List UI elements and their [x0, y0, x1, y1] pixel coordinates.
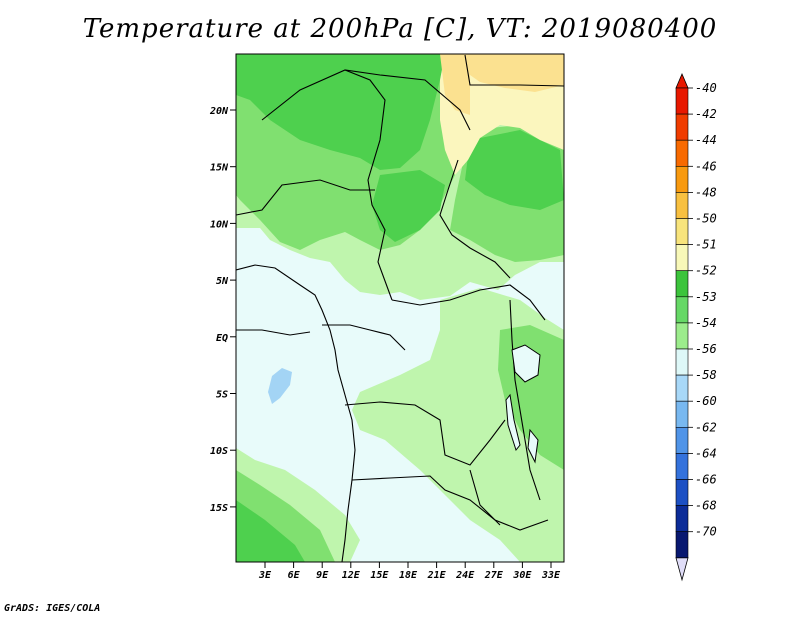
dark-green-center [372, 170, 445, 242]
cold-patch [268, 368, 292, 404]
lon-label: 9E [316, 570, 329, 581]
orange-yellow-area-ne [470, 54, 564, 92]
colorbar-label: -50 [695, 212, 717, 226]
colorbar-swatch [675, 166, 689, 193]
colorbar-label: -62 [695, 420, 717, 434]
map-frame [235, 53, 565, 563]
lat-label: 15N [210, 163, 229, 174]
lat-label: 5S [216, 390, 228, 401]
longitude-axis: 3E 6E 9E 12E 15E 18E 21E 24E 27E 30E 33E [258, 562, 561, 581]
colorbar-swatch [675, 296, 689, 324]
colorbar-label: -46 [695, 159, 717, 173]
colorbar-swatch [675, 426, 689, 454]
dark-green-north [236, 54, 445, 170]
colorbar-label: -68 [695, 499, 717, 513]
colorbar-label: -42 [695, 107, 717, 121]
colorbar-label: -66 [695, 473, 717, 487]
lon-label: 18E [399, 570, 418, 581]
colorbar-swatch [675, 453, 689, 480]
colorbar-swatch [675, 400, 689, 428]
lat-label: 10S [210, 446, 228, 457]
lon-label: 30E [512, 570, 532, 581]
lon-label: 3E [258, 570, 272, 581]
lat-label: 5N [216, 276, 229, 287]
colorbar-label: -64 [695, 446, 717, 460]
colorbar-swatch [675, 374, 689, 402]
footer-credit: GrADS: IGES/COLA [4, 603, 101, 614]
dark-green-east [465, 130, 564, 210]
latitude-axis: 20N 15N 10N 5N EQ 5S 10S 15S [209, 106, 236, 514]
colorbar-top-arrow [675, 72, 689, 89]
colorbar-label: -56 [695, 342, 717, 356]
colorbar-swatch [675, 113, 689, 141]
lat-label: 20N [209, 106, 229, 117]
colorbar-swatch [675, 244, 689, 272]
map-panel [236, 54, 564, 562]
colorbar-label: -48 [695, 185, 717, 199]
colorbar-swatch [675, 218, 689, 245]
lon-label: 6E [288, 570, 301, 581]
lat-label: EQ [216, 333, 228, 344]
colorbar-swatch [675, 531, 689, 559]
borders [236, 54, 564, 562]
colorbar-label: -58 [695, 368, 717, 382]
colorbar-label: -40 [695, 81, 717, 95]
map-title: Temperature at 200hPa [C], VT: 201908040… [82, 14, 718, 44]
colorbar-label: -44 [695, 133, 717, 147]
lon-label: 27E [484, 570, 504, 581]
lat-label: 15S [210, 503, 228, 514]
colorbar-swatch [675, 479, 689, 506]
colorbar-label: -70 [695, 525, 717, 539]
lon-label: 15E [370, 570, 389, 581]
colorbar-bottom-arrow [675, 557, 689, 582]
lakes [505, 344, 541, 464]
colorbar-label: -53 [695, 290, 717, 304]
colorbar-swatch [675, 139, 689, 167]
colorbar-swatch [675, 348, 689, 376]
lon-label: 24E [455, 570, 475, 581]
colorbar: -40 -42 -44 -46 -48 -50 -51 -52 -53 -54 -56 -58 -60 -… [675, 72, 717, 582]
colorbar-label: -52 [695, 264, 717, 278]
orange-yellow-area [440, 54, 470, 115]
lon-label: 21E [427, 570, 447, 581]
colorbar-swatch [675, 192, 689, 219]
colorbar-label: -51 [695, 238, 717, 252]
dark-green-southwest [236, 500, 305, 562]
colorbar-label: -54 [695, 316, 717, 330]
lat-label: 10N [210, 219, 229, 230]
lon-label: 12E [342, 570, 361, 581]
colorbar-label: -60 [695, 394, 717, 408]
lon-label: 33E [541, 570, 561, 581]
colorbar-swatch [675, 87, 689, 115]
colorbar-swatch [675, 505, 689, 533]
colorbar-swatch [675, 322, 689, 350]
colorbar-swatch [675, 270, 689, 298]
